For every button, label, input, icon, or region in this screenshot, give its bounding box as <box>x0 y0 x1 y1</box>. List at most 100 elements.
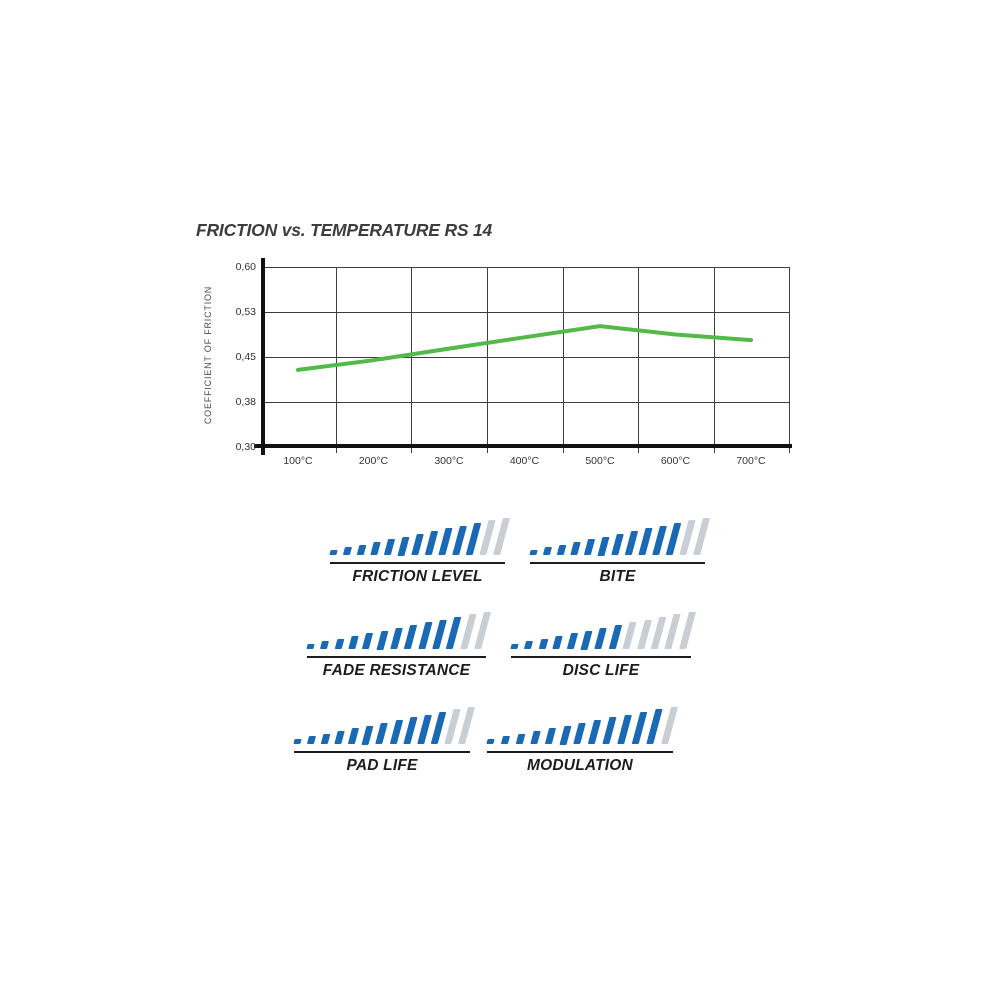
rating-bar-empty <box>650 617 667 649</box>
y-axis-line <box>261 258 265 455</box>
rating-bar-filled <box>544 728 556 744</box>
rating-underline <box>330 562 505 564</box>
y-axis-title: COEFFICIENT OF FRICTION <box>203 285 213 425</box>
rating-bar-filled <box>320 733 331 744</box>
rating-bar-empty <box>660 706 678 744</box>
rating-bar-filled <box>631 712 648 744</box>
y-tick-label: 0,60 <box>235 260 256 273</box>
y-tick-label: 0,38 <box>235 395 256 408</box>
rating-bar-filled <box>397 536 410 555</box>
rating-bar-filled <box>559 725 572 744</box>
rating-bar-filled <box>556 544 567 555</box>
rating-bar-filled <box>452 525 467 555</box>
rating-underline <box>307 656 486 658</box>
rating-bar-filled <box>529 730 541 744</box>
rating-bar-filled <box>404 625 418 649</box>
rating-bar-empty <box>678 611 696 649</box>
rating-bar-filled <box>465 523 482 555</box>
y-tick-label: 0,30 <box>235 440 256 453</box>
rating-label: MODULATION <box>527 757 633 774</box>
rating-bar-filled <box>348 635 359 649</box>
rating-bar-filled <box>293 739 302 744</box>
rating-bar-filled <box>430 712 447 744</box>
rating-bar-filled <box>570 541 581 555</box>
rating-bars <box>293 706 475 744</box>
x-tick-label: 700°C <box>736 455 766 467</box>
rating-bars <box>510 611 696 649</box>
rating-bar-filled <box>515 733 526 744</box>
rating-label: PAD LIFE <box>346 757 418 774</box>
v-gridline <box>713 267 715 453</box>
rating-bar-filled <box>602 717 617 744</box>
rating-label: FADE RESISTANCE <box>322 662 471 679</box>
rating-bar-filled <box>597 536 610 555</box>
rating-bar-filled <box>375 722 389 744</box>
rating-underline <box>487 751 673 753</box>
rating-bar-filled <box>334 638 345 649</box>
rating-bar-filled <box>438 528 453 555</box>
rating-bar-filled <box>356 544 367 555</box>
plot-area <box>263 267 790 453</box>
rating-bar-filled <box>538 638 549 649</box>
v-gridline <box>789 267 790 453</box>
rating-pad-life: PAD LIFE <box>293 706 475 775</box>
x-tick-label: 500°C <box>585 455 615 467</box>
h-gridline <box>263 312 790 313</box>
rating-bar-filled <box>608 625 623 649</box>
rating-bite: BITE <box>529 517 711 586</box>
friction-curve <box>296 324 753 372</box>
rating-bar-filled <box>320 641 330 649</box>
rating-bar-filled <box>432 619 447 649</box>
rating-bar-empty <box>444 709 461 744</box>
x-axis-line <box>254 444 792 448</box>
rating-bars <box>529 517 711 555</box>
rating-bar-filled <box>342 547 353 555</box>
v-gridline <box>562 267 564 453</box>
x-tick-label: 100°C <box>283 455 313 467</box>
rating-bar-filled <box>510 644 519 649</box>
rating-bar-empty <box>636 619 652 649</box>
rating-label: BITE <box>599 568 636 585</box>
chart-title: FRICTION vs. TEMPERATURE RS 14 <box>196 220 493 240</box>
rating-bar-filled <box>445 617 462 649</box>
rating-bar-filled <box>665 523 682 555</box>
rating-bar-filled <box>552 635 563 649</box>
rating-bar-filled <box>566 633 578 649</box>
rating-bar-filled <box>646 709 663 744</box>
x-tick-label: 600°C <box>660 455 691 467</box>
rating-bar-filled <box>361 725 374 744</box>
rating-bar-filled <box>390 627 403 649</box>
rating-bar-filled <box>376 630 389 649</box>
rating-bar-filled <box>573 722 587 744</box>
rating-bar-empty <box>457 706 475 744</box>
rating-modulation: MODULATION <box>486 706 678 775</box>
v-gridline <box>411 267 412 453</box>
h-gridline <box>263 402 790 403</box>
rating-bar-filled <box>403 717 418 744</box>
rating-bar-filled <box>486 739 495 744</box>
rating-label: DISC LIFE <box>562 662 640 679</box>
rating-bar-filled <box>307 736 317 744</box>
rating-bar-filled <box>389 720 403 744</box>
rating-bar-filled <box>529 550 538 555</box>
rating-bar-filled <box>594 627 608 649</box>
x-tick-label: 200°C <box>358 455 389 467</box>
rating-bar-filled <box>588 720 602 744</box>
rating-fade-resistance: FADE RESISTANCE <box>306 611 491 680</box>
rating-bar-empty <box>664 614 682 649</box>
rating-bars <box>306 611 491 649</box>
rating-bar-filled <box>362 633 374 649</box>
v-gridline <box>487 267 488 453</box>
rating-bar-filled <box>500 736 510 744</box>
x-tick-label: 400°C <box>509 455 540 467</box>
rating-bar-filled <box>624 531 639 555</box>
rating-bar-filled <box>411 533 424 555</box>
v-gridline <box>335 267 337 453</box>
rating-bars <box>486 706 678 744</box>
rating-bar-filled <box>348 728 360 744</box>
h-gridline <box>263 357 790 358</box>
rating-bar-filled <box>583 539 596 555</box>
rating-bar-filled <box>418 622 433 649</box>
rating-bar-filled <box>524 641 534 649</box>
h-gridline <box>263 267 790 268</box>
